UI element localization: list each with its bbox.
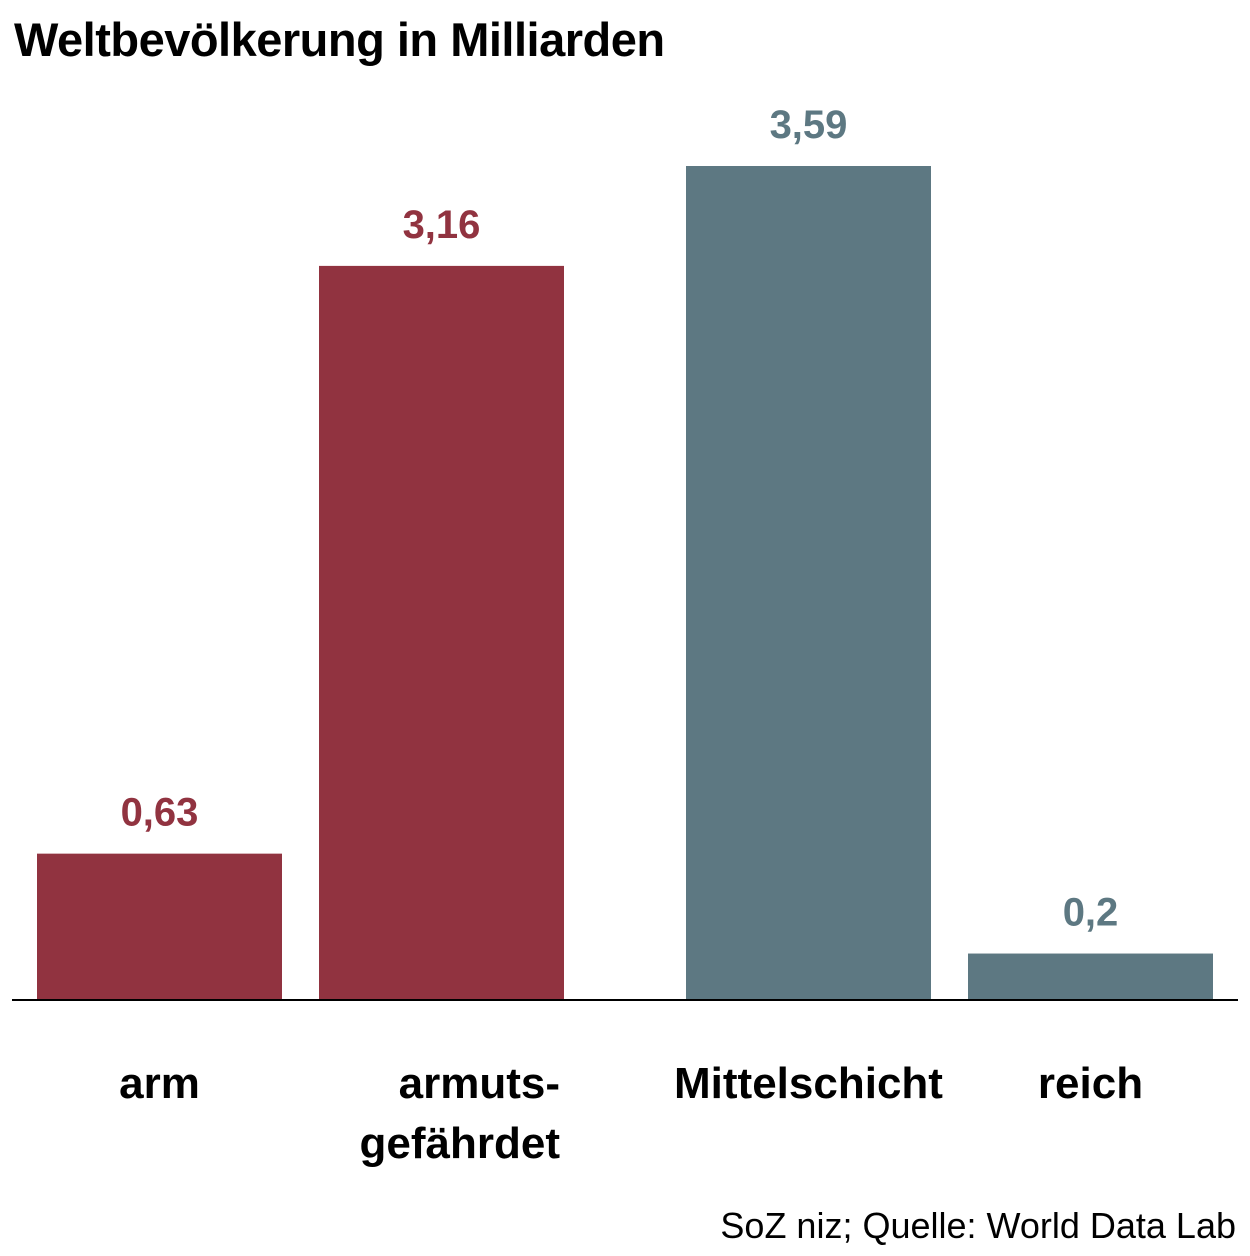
value-label-3: 0,2 [1063,891,1119,935]
bar-2 [686,166,931,1000]
source-note: SoZ niz; Quelle: World Data Lab [720,1205,1236,1246]
value-label-1: 3,16 [403,203,481,247]
category-label-3: reich [1038,1059,1143,1108]
value-label-2: 3,59 [770,103,848,147]
category-labels-group: arm armuts-gefährdet Mittelschicht reich [119,1059,1143,1168]
bar-0 [37,853,282,1000]
chart-title: Weltbevölkerung in Milliarden [14,13,665,66]
category-label-1: armuts-gefährdet [360,1059,561,1168]
category-label-2: Mittelschicht [674,1059,943,1108]
value-labels-group: 0,63 3,16 3,59 0,2 [121,103,1119,935]
bar-1 [319,265,564,1000]
bars-group [37,166,1213,1000]
value-label-0: 0,63 [121,791,199,835]
category-label-0: arm [119,1059,200,1108]
bar-3 [968,953,1213,1000]
